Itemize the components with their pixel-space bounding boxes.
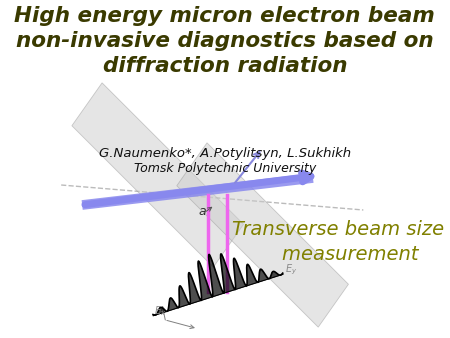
Polygon shape — [177, 143, 348, 327]
Text: Tomsk Polytechnic University: Tomsk Polytechnic University — [134, 162, 316, 175]
Text: $a$: $a$ — [198, 205, 207, 218]
Polygon shape — [72, 83, 243, 267]
Text: $E_y$: $E_y$ — [285, 263, 297, 277]
Text: G.Naumenko*, A.Potylitsyn, L.Sukhikh: G.Naumenko*, A.Potylitsyn, L.Sukhikh — [99, 147, 351, 160]
Text: Transverse beam size
    measurement: Transverse beam size measurement — [232, 220, 444, 264]
Text: High energy micron electron beam
non-invasive diagnostics based on
diffraction r: High energy micron electron beam non-inv… — [14, 6, 435, 76]
Text: $E_x$: $E_x$ — [154, 304, 166, 317]
